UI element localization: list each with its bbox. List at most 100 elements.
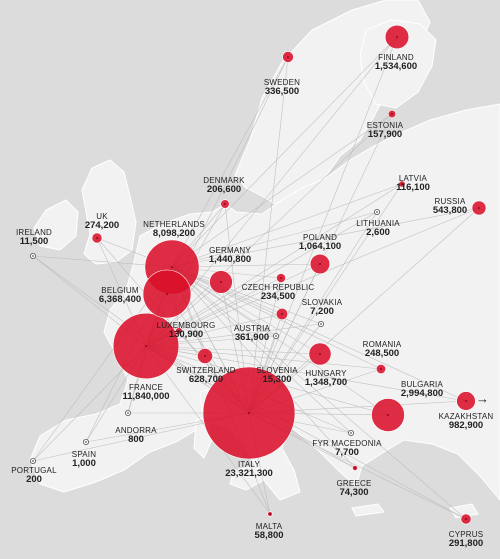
- bubble-center-belgium: [166, 293, 168, 295]
- country-name: UK: [96, 212, 108, 221]
- bubble-center-uk: [96, 237, 98, 239]
- label-romania: ROMANIA 248,500: [363, 340, 402, 360]
- country-value: 157,900: [367, 129, 403, 141]
- country-name: BELGIUM: [101, 286, 139, 295]
- bubble-center-fyrmacedonia: [350, 432, 352, 434]
- country-name: LUXEMBOURG: [156, 321, 216, 330]
- label-slovenia: SLOVENIA 15,300: [256, 366, 298, 386]
- label-germany: GERMANY 1,440,800: [209, 246, 251, 265]
- label-lithuania: LITHUANIA 2,600: [356, 219, 400, 239]
- country-name: CYPRUS: [448, 530, 484, 539]
- label-estonia: ESTONIA 157,900: [366, 121, 404, 141]
- label-spain: SPAIN 1,000: [71, 450, 97, 469]
- label-latvia: LATVIA 116,100: [396, 174, 430, 194]
- country-name: BULGARIA: [400, 380, 444, 389]
- country-name: LATVIA: [398, 174, 428, 183]
- route-line-fyrmacedonia: [171, 266, 352, 434]
- label-belgium: BELGIUM 6,368,400: [98, 286, 142, 306]
- country-name: FYR MACEDONIA: [312, 439, 382, 448]
- route-line-finland: [248, 36, 398, 414]
- country-name: PORTUGAL: [11, 466, 57, 475]
- label-slovakia: SLOVAKIA 7,200: [301, 298, 343, 318]
- bubble-center-denmark: [224, 203, 226, 205]
- country-name: SLOVAKIA: [301, 298, 343, 307]
- route-line-sweden: [171, 56, 289, 268]
- country-value: 6,368,400: [98, 294, 142, 306]
- country-value: 2,994,800: [400, 388, 444, 400]
- bubble-center-italy: [248, 412, 250, 414]
- country-value: 361,900: [234, 332, 270, 344]
- bubble-center-kazakhstan: [465, 400, 467, 402]
- country-name: LITHUANIA: [356, 219, 400, 228]
- country-value: 11,840,000: [122, 391, 170, 403]
- label-malta: MALTA 58,800: [254, 522, 283, 541]
- great-britain-landmass: [81, 159, 137, 265]
- country-value: 15,300: [262, 374, 292, 386]
- bubble-center-slovenia: [275, 335, 277, 337]
- country-value: 8,098,200: [152, 228, 196, 240]
- country-value: 1,534,600: [374, 61, 418, 73]
- label-denmark: DENMARK 206,600: [203, 176, 244, 195]
- country-value: 248,500: [364, 348, 400, 360]
- bubble-center-germany: [220, 281, 222, 283]
- route-line-latvia: [171, 183, 403, 268]
- country-value: 336,500: [264, 86, 300, 98]
- country-name: GERMANY: [209, 246, 251, 255]
- label-hungary: HUNGARY 1,348,700: [304, 369, 348, 389]
- country-name: FRANCE: [128, 383, 164, 392]
- bubble-center-romania: [380, 368, 382, 370]
- country-value: 234,500: [260, 291, 296, 303]
- route-line-estonia: [171, 113, 393, 268]
- country-name: CZECH REPUBLIC: [241, 283, 315, 292]
- bubble-center-hungary: [319, 353, 321, 355]
- bubble-center-luxembourg: [178, 330, 180, 332]
- country-value: 2,600: [366, 227, 390, 239]
- bubble-center-malta: [269, 513, 271, 515]
- country-name: NETHERLANDS: [143, 220, 205, 229]
- label-bulgaria: BULGARIA 2,994,800: [400, 380, 444, 400]
- country-name: SPAIN: [71, 450, 97, 459]
- country-value: 74,300: [339, 487, 369, 499]
- arrow-icon: →: [476, 391, 489, 406]
- label-france: FRANCE 11,840,000: [122, 383, 170, 403]
- label-uk: UK 274,200: [84, 212, 120, 232]
- country-name: SWEDEN: [263, 78, 301, 87]
- bubble-center-poland: [319, 263, 321, 265]
- label-portugal: PORTUGAL 200: [11, 466, 57, 485]
- route-line-sweden: [248, 56, 289, 414]
- country-value: 274,200: [84, 220, 120, 232]
- country-value: 982,900: [448, 420, 484, 432]
- country-value: 116,100: [396, 182, 430, 194]
- bubble-center-spain: [85, 441, 87, 443]
- label-andorra: ANDORRA 800: [115, 426, 157, 445]
- country-value: 628,700: [188, 374, 224, 386]
- country-name: FINLAND: [378, 53, 414, 62]
- bubble-center-sweden: [287, 56, 289, 58]
- country-name: GREECE: [336, 479, 372, 488]
- country-name: IRELAND: [15, 228, 53, 237]
- country-name: SWITZERLAND: [176, 366, 236, 375]
- route-line-lithuania: [145, 211, 378, 347]
- bubble-center-latvia: [401, 183, 403, 185]
- bubble-center-slovakia: [320, 323, 322, 325]
- route-line-cyprus: [145, 345, 467, 520]
- country-name: MALTA: [255, 522, 283, 531]
- country-bubbles: [29, 24, 487, 525]
- route-line-romania: [171, 266, 382, 370]
- route-line-hungary: [171, 266, 321, 355]
- country-name: ANDORRA: [115, 426, 157, 435]
- country-value: 23,321,300: [225, 468, 273, 480]
- country-value: 7,200: [310, 306, 334, 318]
- country-value: 1,348,700: [304, 377, 348, 389]
- country-name: RUSSIA: [434, 197, 466, 206]
- label-poland: POLAND 1,064,100: [299, 233, 341, 252]
- route-line-russia: [248, 207, 480, 414]
- country-value: 130,900: [168, 329, 204, 341]
- route-line-cyprus: [171, 266, 467, 520]
- country-name: HUNGARY: [305, 369, 347, 378]
- country-name: AUSTRIA: [233, 324, 271, 333]
- finland-landmass: [359, 19, 437, 109]
- bubble-center-finland: [396, 36, 398, 38]
- route-line-finland: [171, 36, 398, 268]
- country-name: ESTONIA: [366, 121, 404, 130]
